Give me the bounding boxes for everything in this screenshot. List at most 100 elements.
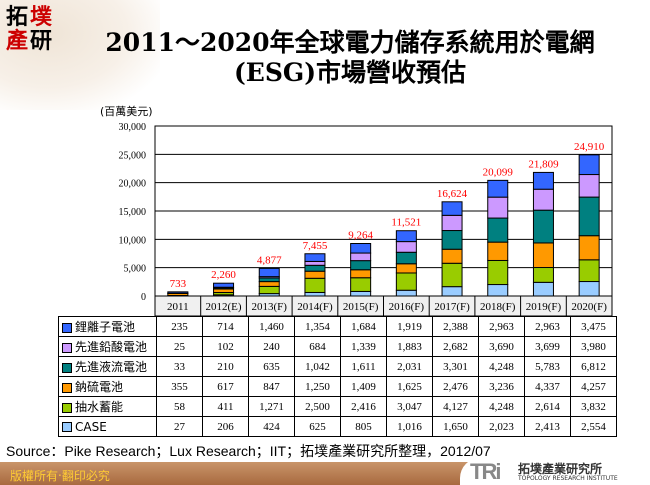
page-title: 2011～2020年全球電力儲存系統用於電網 (ESG)市場營收預估: [70, 28, 630, 88]
x-tick-label: 2019(F): [526, 301, 562, 313]
bar-segment: [532, 209, 554, 244]
bar-segment: [304, 253, 326, 262]
table-cell: 355: [156, 376, 203, 397]
x-tick-label: 2017(F): [434, 301, 470, 313]
table-cell: 2,614: [524, 396, 571, 417]
table-cell: 2,413: [524, 416, 571, 437]
series-name: CASE: [75, 419, 107, 434]
bar-segment: [258, 285, 280, 295]
table-cell: 1,650: [432, 416, 479, 437]
bar-segment: [350, 277, 372, 292]
table-cell: 210: [202, 356, 249, 377]
table-cell: 4,127: [432, 396, 479, 417]
table-cell: 2,682: [432, 336, 479, 357]
x-tick-label: 2018(F): [480, 301, 516, 313]
bar-segment: [578, 235, 600, 261]
series-name: 先進鉛酸電池: [75, 340, 148, 354]
bar-segment: [532, 281, 554, 297]
table-cell: 3,980: [570, 336, 617, 357]
table-cell: 3,699: [524, 336, 571, 357]
brand-cn: 拓墣產業研究所: [518, 462, 603, 476]
table-cell: 3,236: [478, 376, 525, 397]
bar-segment: [395, 272, 417, 291]
bar-segment: [578, 196, 600, 237]
table-cell: 625: [294, 416, 341, 437]
copyright-text: 版權所有‧翻印必究: [10, 469, 110, 483]
bar-segment: [487, 217, 509, 243]
legend-swatch: [62, 382, 72, 393]
bar-segment: [258, 277, 280, 283]
stacked-bar-chart: 0 5,000 10,000 15,000 20,000 25,000 30,000 2011…: [119, 122, 613, 317]
bar-segment: [350, 260, 372, 271]
table-cell: 2,554: [570, 416, 617, 437]
bar-segment: [167, 291, 189, 294]
table-cell: 1,339: [340, 336, 387, 357]
legend-swatch: [62, 362, 72, 373]
table-cell: 411: [202, 396, 249, 417]
total-label: 11,521: [391, 217, 421, 229]
series-label: 抽水蓄能: [58, 396, 157, 417]
table-cell: 5,783: [524, 356, 571, 377]
x-tick-label: 2014(F): [297, 301, 333, 313]
bar-segment: [350, 252, 372, 262]
legend-swatch: [62, 402, 72, 413]
table-cell: 240: [248, 336, 295, 357]
table-cell: 1,625: [386, 376, 433, 397]
bar-segment: [258, 281, 280, 287]
bar-segment: [304, 260, 326, 266]
table-cell: 684: [294, 336, 341, 357]
total-label: 24,910: [574, 141, 605, 153]
table-cell: 1,919: [386, 316, 433, 337]
bar-segment: [532, 267, 554, 283]
bar-segment: [350, 269, 372, 279]
x-tick-label: 2016(F): [389, 301, 425, 313]
table-cell: 1,409: [340, 376, 387, 397]
table-cell: 714: [202, 316, 249, 337]
y-tick-label: 10,000: [119, 235, 147, 246]
table-cell: 3,690: [478, 336, 525, 357]
series-label: 先進液流電池: [58, 356, 157, 377]
table-cell: 2,500: [294, 396, 341, 417]
table-row: 先進鉛酸電池 25 102 240 684 1,339 1,883 2,682 3,690 3,6…: [58, 336, 617, 357]
series-name: 鋰離子電池: [75, 320, 136, 334]
table-cell: 1,354: [294, 316, 341, 337]
y-tick-label: 25,000: [119, 150, 147, 161]
table-cell: 102: [202, 336, 249, 357]
table-cell: 1,016: [386, 416, 433, 437]
table-cell: 424: [248, 416, 295, 437]
logo: 拓墣 產研: [6, 5, 53, 54]
table-cell: 635: [248, 356, 295, 377]
bar-segment: [441, 230, 463, 250]
table-cell: 617: [202, 376, 249, 397]
bar-segment: [304, 277, 326, 293]
bar-segment: [578, 281, 600, 297]
table-cell: 2,031: [386, 356, 433, 377]
total-label: 733: [170, 278, 187, 290]
legend-swatch: [62, 322, 72, 333]
y-axis-unit: (百萬美元): [100, 105, 153, 118]
table-cell: 206: [202, 416, 249, 437]
total-label: 16,624: [437, 188, 468, 200]
y-tick-label: 20,000: [119, 179, 147, 190]
table-cell: 58: [156, 396, 203, 417]
table-cell: 1,271: [248, 396, 295, 417]
bar-segment: [258, 267, 280, 278]
bar-segment: [395, 251, 417, 265]
bar-segment: [441, 201, 463, 216]
legend-swatch: [62, 342, 72, 353]
brand-en: TOPOLOGY RESEARCH INSTITUTE: [518, 475, 618, 482]
table-cell: 27: [156, 416, 203, 437]
bar-segment: [395, 263, 417, 274]
bar-segment: [304, 291, 326, 297]
x-tick-label: 2012(E): [206, 301, 242, 313]
table-cell: 1,250: [294, 376, 341, 397]
table-cell: 1,611: [340, 356, 387, 377]
series-label: 鋰離子電池: [58, 316, 157, 337]
bar-segment: [578, 174, 600, 198]
table-cell: 1,684: [340, 316, 387, 337]
table-cell: 3,047: [386, 396, 433, 417]
title-line-1: 2011～2020年全球電力儲存系統用於電網: [105, 28, 595, 57]
total-label: 20,099: [483, 166, 514, 178]
series-label: CASE: [58, 416, 157, 437]
data-table: 鋰離子電池 235 714 1,460 1,354 1,684 1,919 2,388 2,96…: [58, 316, 617, 437]
